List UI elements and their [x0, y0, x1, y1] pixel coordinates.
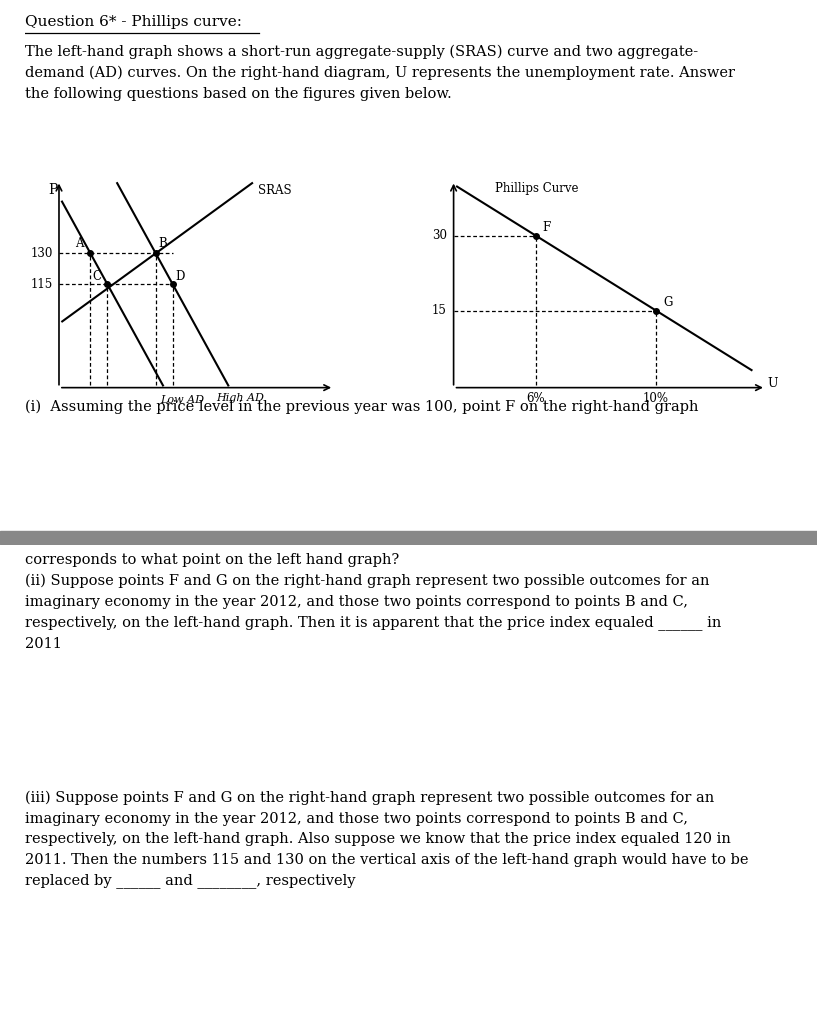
Text: U: U	[767, 377, 778, 390]
Text: (iii) Suppose points F and G on the right-hand graph represent two possible outc: (iii) Suppose points F and G on the righ…	[25, 791, 748, 889]
Text: 10%: 10%	[643, 392, 669, 406]
Text: A: A	[75, 237, 84, 250]
Text: 130: 130	[30, 247, 53, 260]
Text: SRAS: SRAS	[258, 184, 292, 198]
Text: 115: 115	[31, 278, 53, 291]
Text: C: C	[92, 269, 101, 283]
Text: Phillips Curve: Phillips Curve	[495, 181, 578, 195]
Text: F: F	[542, 221, 551, 234]
Text: 15: 15	[432, 304, 447, 317]
Text: 6%: 6%	[527, 392, 545, 406]
Text: B: B	[158, 237, 167, 250]
Text: P: P	[48, 183, 57, 197]
Text: 30: 30	[431, 229, 447, 243]
Text: G: G	[663, 296, 672, 309]
Text: (i)  Assuming the price level in the previous year was 100, point F on the right: (i) Assuming the price level in the prev…	[25, 399, 698, 414]
Text: High AD: High AD	[217, 393, 264, 402]
Text: The left-hand graph shows a short-run aggregate-supply (SRAS) curve and two aggr: The left-hand graph shows a short-run ag…	[25, 45, 734, 100]
Text: corresponds to what point on the left hand graph?
(ii) Suppose points F and G on: corresponds to what point on the left ha…	[25, 553, 721, 651]
Text: D: D	[176, 269, 185, 283]
Text: Question 6* - Phillips curve:: Question 6* - Phillips curve:	[25, 15, 242, 30]
Text: Low AD: Low AD	[160, 395, 204, 406]
